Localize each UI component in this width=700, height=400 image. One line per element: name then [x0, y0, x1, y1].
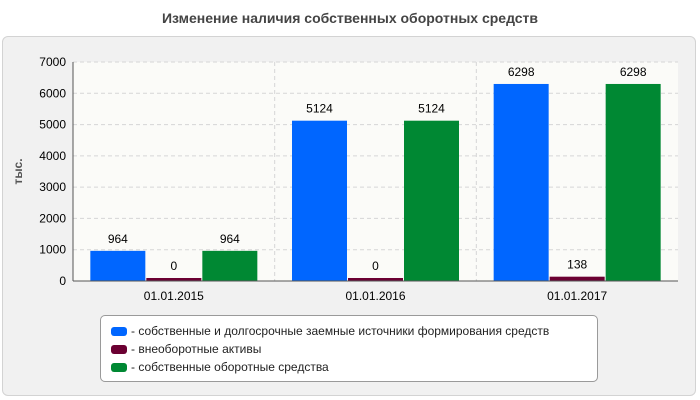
data-label: 6298	[620, 65, 647, 79]
y-tick-label: 3000	[39, 180, 66, 194]
legend-swatch-series-3	[111, 362, 127, 372]
y-tick-label: 2000	[39, 211, 66, 225]
x-tick-label: 01.01.2016	[345, 289, 405, 303]
data-label: 5124	[418, 102, 445, 116]
y-tick-label: 7000	[39, 55, 66, 69]
bar	[292, 120, 347, 281]
data-label: 0	[170, 259, 177, 273]
bar	[605, 83, 661, 281]
legend-swatch-series-2	[111, 344, 127, 354]
legend: - собственные и долгосрочные заемные ист…	[100, 315, 598, 382]
legend-label-series-2: - внеоборотные активы	[131, 342, 262, 356]
bar	[90, 250, 146, 281]
legend-item-series-3: - собственные оборотные средства	[111, 358, 597, 376]
data-label: 5124	[306, 102, 333, 116]
legend-label-series-3: - собственные оборотные средства	[131, 360, 329, 374]
legend-item-series-2: - внеоборотные активы	[111, 340, 597, 358]
bar	[549, 276, 605, 281]
x-tick-label: 01.01.2017	[547, 289, 607, 303]
bar	[404, 120, 459, 281]
bar	[493, 83, 549, 281]
data-label: 964	[220, 232, 240, 246]
legend-label-series-1: - собственные и долгосрочные заемные ист…	[131, 324, 550, 338]
x-tick-label: 01.01.2015	[144, 289, 204, 303]
legend-swatch-series-1	[111, 326, 127, 336]
data-label: 964	[108, 232, 128, 246]
data-label: 0	[372, 259, 379, 273]
y-tick-label: 0	[59, 274, 66, 288]
y-tick-label: 1000	[39, 243, 66, 257]
data-label: 6298	[508, 65, 535, 79]
y-axis-title: тыс.	[11, 158, 25, 184]
bar	[348, 278, 403, 281]
chart-title: Изменение наличия собственных оборотных …	[161, 10, 539, 26]
y-tick-label: 4000	[39, 149, 66, 163]
bar	[146, 278, 202, 281]
bar	[202, 250, 258, 281]
y-tick-label: 6000	[39, 86, 66, 100]
y-tick-label: 5000	[39, 118, 66, 132]
legend-item-series-1: - собственные и долгосрочные заемные ист…	[111, 322, 597, 340]
data-label: 138	[567, 258, 587, 272]
plot-area	[73, 62, 678, 281]
